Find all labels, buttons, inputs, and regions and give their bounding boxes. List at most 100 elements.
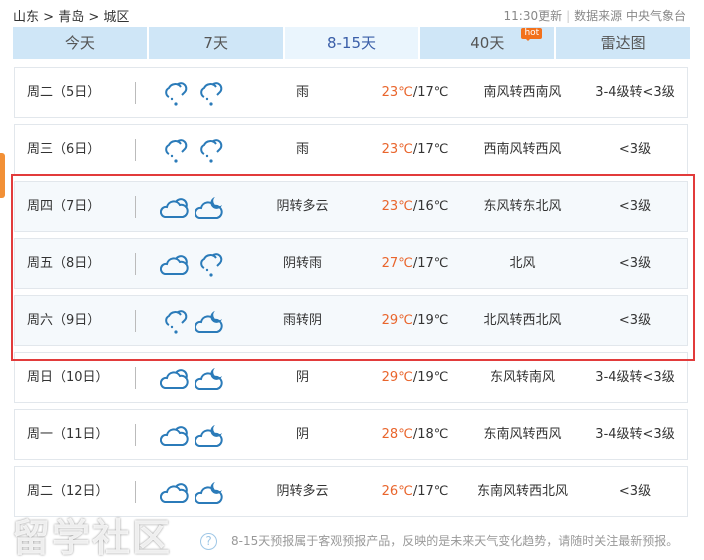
date: 周三（6日） [27, 142, 101, 157]
high-temp: 23℃ [381, 199, 413, 214]
wind-level: 3-4级转<3级 [595, 370, 675, 385]
low-temp: /18℃ [412, 427, 449, 442]
weather: 阴转多云 [276, 484, 329, 499]
wind-direction: 东风转南风 [489, 370, 555, 385]
cloud-moon-icon [195, 368, 223, 390]
tab-label: 8-15天 [326, 34, 377, 52]
wind-level: <3级 [618, 313, 652, 328]
wind-direction: 北风转西北风 [483, 313, 562, 328]
data-source: 数据来源 中央气象台 [574, 9, 686, 23]
date: 周五（8日） [27, 256, 101, 271]
low-temp: /17℃ [412, 256, 449, 271]
watermark: 留学社区 [12, 516, 173, 560]
weather: 阴转多云 [276, 199, 329, 214]
low-temp: /19℃ [412, 370, 449, 385]
weather: 阴 [295, 427, 309, 442]
cloudy-icon [160, 255, 189, 275]
wind-level: 3-4级转<3级 [595, 427, 675, 442]
tab-bar: 今天 7天 8-15天 40天 hot 雷达图 [13, 27, 690, 59]
high-temp: 26℃ [381, 484, 413, 499]
cloud-moon-icon [195, 311, 223, 333]
wind-direction: 东风转东北风 [483, 199, 562, 214]
breadcrumb-city[interactable]: 青岛 [58, 10, 85, 25]
cloud-moon-icon [195, 425, 223, 447]
temperature: 29℃/19℃ [365, 353, 465, 402]
side-tab[interactable] [0, 153, 5, 198]
temperature: 27℃/17℃ [365, 239, 465, 288]
wind-direction: 东南风转西北风 [476, 484, 568, 499]
forecast-note: ? 8-15天预报属于客观预报产品，反映的是未来天气变化趋势，请随时关注最新预报。 [200, 532, 678, 550]
wind-level: <3级 [618, 484, 652, 499]
tab-40days[interactable]: 40天 hot [420, 27, 555, 59]
note-text: 8-15天预报属于客观预报产品，反映的是未来天气变化趋势，请随时关注最新预报。 [231, 534, 679, 548]
tab-label: 7天 [203, 34, 228, 52]
forecast-row: 周二（12日） 阴转多云 26℃/17℃ 东南风转西北风 <3级 [14, 466, 688, 517]
cloudy-icon [160, 483, 189, 503]
date: 周一（11日） [27, 427, 109, 442]
date: 周四（7日） [27, 199, 101, 214]
divider [135, 253, 136, 275]
cloud-rain-icon [200, 253, 223, 277]
forecast-row: 周日（10日） 阴 29℃/19℃ 东风转南风 3-4级转<3级 [14, 352, 688, 403]
weather: 阴 [295, 370, 309, 385]
breadcrumb-province[interactable]: 山东 [13, 10, 40, 25]
breadcrumb-sep: > [88, 10, 100, 25]
forecast-row: 周五（8日） 阴转雨 27℃/17℃ 北风 <3级 [14, 238, 688, 289]
breadcrumb-district: 城区 [103, 10, 130, 25]
wind-level: <3级 [618, 199, 652, 214]
date: 周二（5日） [27, 85, 101, 100]
forecast-row: 周四（7日） 阴转多云 23℃/16℃ 东风转东北风 <3级 [14, 181, 688, 232]
high-temp: 29℃ [381, 313, 413, 328]
breadcrumb: 山东 > 青岛 > 城区 [13, 6, 129, 25]
breadcrumb-sep: > [43, 10, 55, 25]
tab-7days[interactable]: 7天 [148, 27, 283, 59]
weather: 雨 [295, 85, 309, 100]
weather: 阴转雨 [282, 256, 322, 271]
cloud-rain-icon [165, 82, 188, 106]
date: 周二（12日） [27, 484, 109, 499]
cloudy-icon [160, 426, 189, 446]
wind-level: 3-4级转<3级 [595, 85, 675, 100]
help-icon[interactable]: ? [200, 533, 217, 550]
divider [135, 196, 136, 218]
cloud-moon-icon [195, 197, 223, 219]
tab-radar[interactable]: 雷达图 [556, 27, 690, 59]
cloud-moon-icon [195, 482, 223, 504]
high-temp: 27℃ [381, 256, 413, 271]
update-info: 11:30更新 | 数据来源 中央气象台 [503, 9, 686, 23]
high-temp: 28℃ [381, 427, 413, 442]
wind-level: <3级 [618, 142, 652, 157]
low-temp: /16℃ [412, 199, 449, 214]
high-temp: 29℃ [381, 370, 413, 385]
weather: 雨 [295, 142, 309, 157]
tab-8-15days[interactable]: 8-15天 [284, 27, 419, 59]
temperature: 26℃/17℃ [365, 467, 465, 516]
date: 周六（9日） [27, 313, 101, 328]
divider [135, 82, 136, 104]
weather: 雨转阴 [282, 313, 322, 328]
wind-direction: 西南风转西风 [483, 142, 562, 157]
divider [135, 481, 136, 503]
low-temp: /19℃ [412, 313, 449, 328]
divider [135, 310, 136, 332]
forecast-row: 周二（5日） 雨 23℃/17℃ 南风转西南风 3-4级转<3级 [14, 67, 688, 118]
high-temp: 23℃ [381, 142, 413, 157]
low-temp: /17℃ [412, 85, 449, 100]
wind-level: <3级 [618, 256, 652, 271]
update-time: 11:30更新 [503, 9, 563, 23]
date: 周日（10日） [27, 370, 109, 385]
temperature: 23℃/17℃ [365, 68, 465, 117]
tab-today[interactable]: 今天 [13, 27, 147, 59]
tab-label: 今天 [64, 34, 95, 52]
cloud-rain-icon [165, 310, 188, 334]
wind-direction: 北风 [509, 256, 536, 271]
cloudy-icon [160, 198, 189, 218]
high-temp: 23℃ [381, 85, 413, 100]
hot-badge: hot [521, 28, 543, 41]
divider [135, 424, 136, 446]
forecast-row: 周一（11日） 阴 28℃/18℃ 东南风转西风 3-4级转<3级 [14, 409, 688, 460]
temperature: 23℃/16℃ [365, 182, 465, 231]
cloud-rain-icon [200, 139, 223, 163]
tab-label: 雷达图 [600, 34, 646, 52]
wind-direction: 东南风转西风 [483, 427, 562, 442]
